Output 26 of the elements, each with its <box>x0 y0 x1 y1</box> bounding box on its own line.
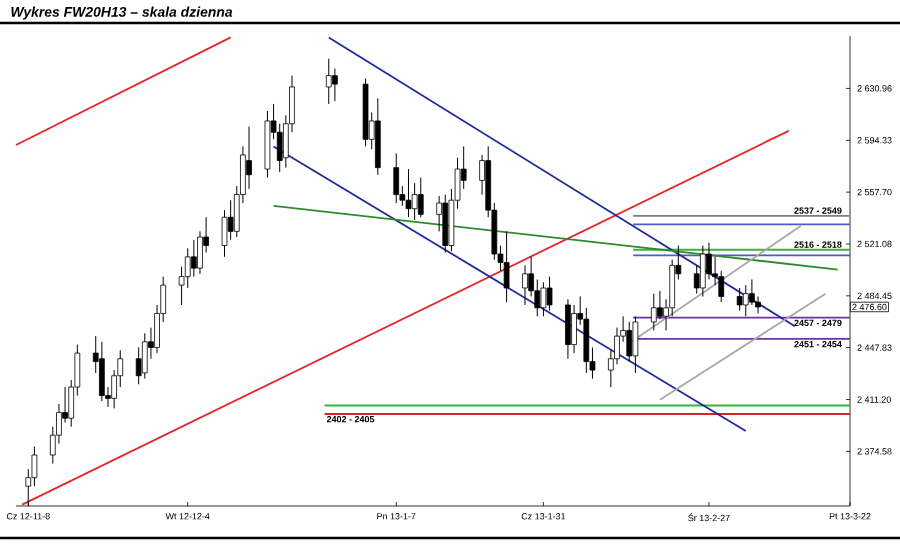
candlestick <box>626 321 633 363</box>
candlestick <box>191 239 197 278</box>
candlestick <box>393 153 400 204</box>
candlestick <box>442 194 449 254</box>
candlestick <box>742 284 749 317</box>
candlestick <box>546 276 553 312</box>
candlestick <box>540 281 547 317</box>
candlestick <box>405 168 412 218</box>
candlestick <box>374 97 381 176</box>
candlestick <box>522 264 528 306</box>
candlestick <box>632 315 639 374</box>
candlestick <box>571 304 577 354</box>
candlestick <box>650 293 657 331</box>
candlestick <box>736 287 743 312</box>
candlestick <box>503 230 510 303</box>
candlestick <box>99 341 105 402</box>
candlestick <box>227 199 234 241</box>
candlestick <box>749 278 755 306</box>
candlestick <box>141 332 148 380</box>
candlestick <box>417 177 424 218</box>
candlestick <box>565 298 571 360</box>
candlestick <box>699 245 706 297</box>
candlestick <box>332 68 338 102</box>
candlestick <box>246 126 252 190</box>
candlestick <box>325 58 332 105</box>
candlestick <box>657 290 663 320</box>
